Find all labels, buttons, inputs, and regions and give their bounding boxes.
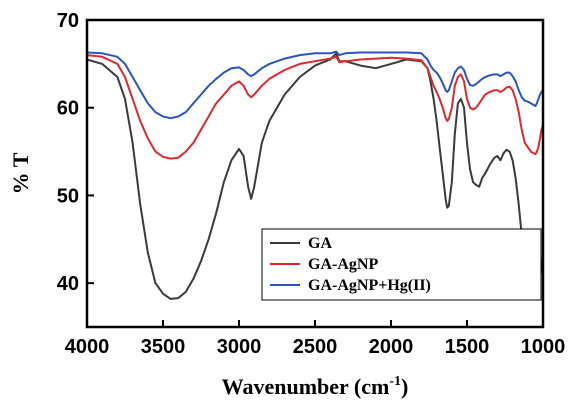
x-axis-title-close: ) (401, 374, 408, 399)
y-axis-title: % T (8, 152, 33, 194)
x-axis-title-superscript: -1 (389, 374, 401, 389)
x-tick-label: 1500 (445, 336, 490, 358)
x-tick-label: 3000 (217, 336, 262, 358)
x-axis-ticks: 4000 3500 3000 2500 2000 1500 1000 (65, 320, 566, 358)
legend: GA GA-AgNP GA-AgNP+Hg(II) (261, 228, 542, 301)
y-tick-label: 50 (57, 185, 79, 207)
plot-lines (86, 50, 544, 300)
x-tick-label: 2000 (369, 336, 414, 358)
series-line-ga-agnp (86, 54, 544, 160)
legend-label: GA-AgNP+Hg(II) (308, 277, 431, 294)
x-axis-title: Wavenumber (cm-1) (222, 374, 409, 399)
series-line-ga-agnp-hg-ii (86, 50, 544, 120)
y-tick-label: 40 (57, 273, 79, 295)
legend-label: GA-AgNP (308, 256, 378, 273)
legend-box (261, 228, 542, 301)
series-line-ga (86, 52, 544, 300)
y-axis-ticks: 40 50 60 70 (57, 10, 94, 295)
y-tick-label: 60 (57, 98, 79, 120)
x-tick-label: 1000 (521, 336, 566, 358)
x-axis-title-main: Wavenumber (cm (222, 374, 390, 399)
x-tick-label: 3500 (141, 336, 186, 358)
y-tick-label: 70 (57, 10, 79, 32)
legend-label: GA (308, 235, 332, 252)
x-tick-label: 4000 (65, 336, 110, 358)
x-tick-label: 2500 (293, 336, 338, 358)
